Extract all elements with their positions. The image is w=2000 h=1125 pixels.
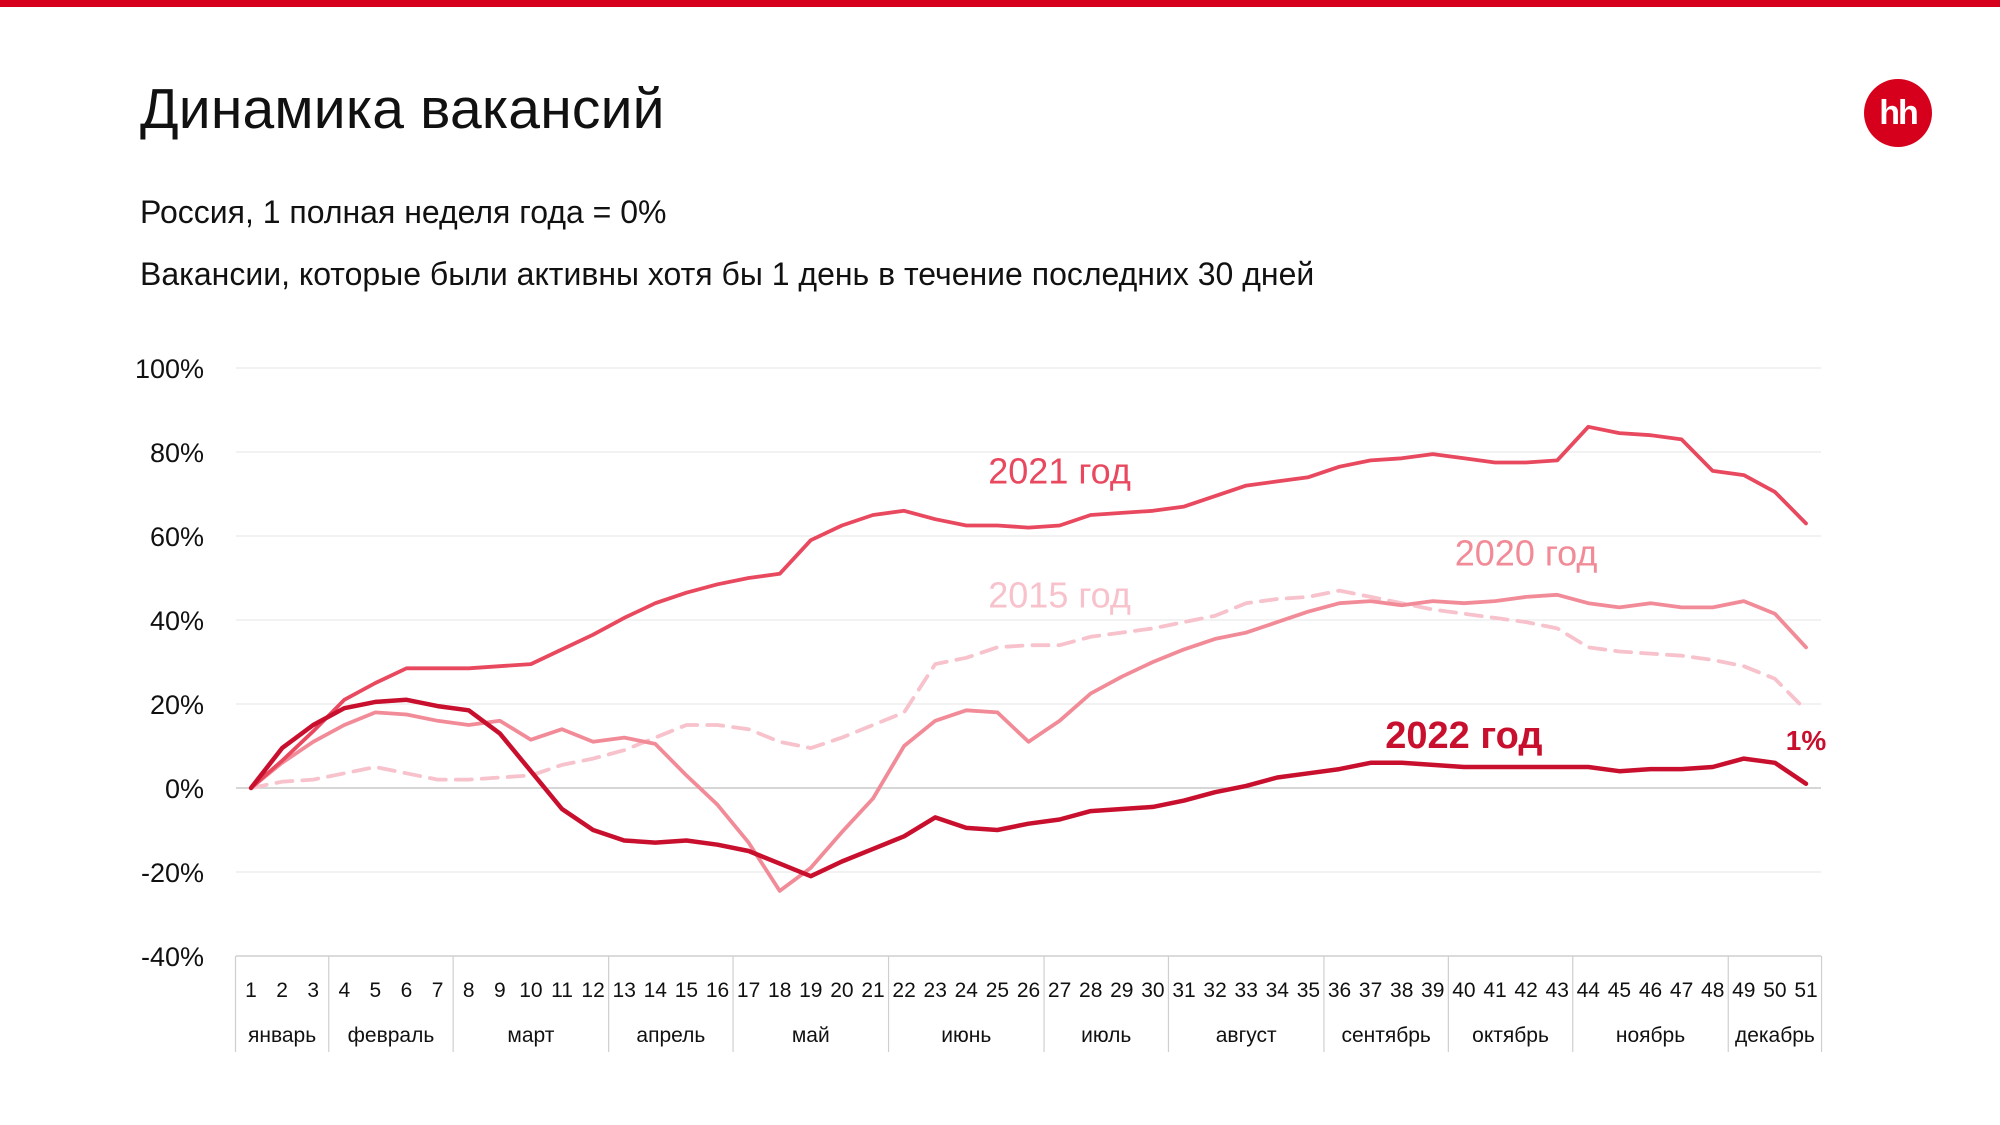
x-tick-label: 20 — [830, 979, 853, 1002]
x-tick-label: 12 — [581, 979, 604, 1002]
month-label: сентябрь — [1341, 1024, 1430, 1047]
month-label: август — [1216, 1024, 1277, 1047]
month-label: ноябрь — [1616, 1024, 1685, 1047]
hh-logo-text: hh — [1879, 93, 1919, 132]
x-tick-label: 30 — [1141, 979, 1164, 1002]
y-tick-label: 0% — [165, 774, 204, 804]
x-tick-label: 10 — [519, 979, 542, 1002]
hh-logo: hh — [1864, 79, 1932, 147]
month-label: апрель — [636, 1024, 705, 1047]
month-label: февраль — [348, 1024, 435, 1047]
x-tick-label: 51 — [1794, 979, 1817, 1002]
x-tick-label: 35 — [1297, 979, 1320, 1002]
grid-lines: 100% 80% 60% 40% 20% 0% -20% -40% — [135, 354, 1821, 972]
x-tick-label: 47 — [1670, 979, 1693, 1002]
x-tick-label: 44 — [1577, 979, 1601, 1002]
x-tick-label: 38 — [1390, 979, 1413, 1002]
x-tick-label: 46 — [1639, 979, 1662, 1002]
x-tick-label: 50 — [1763, 979, 1786, 1002]
x-tick-label: 7 — [432, 979, 444, 1002]
x-tick-label: 11 — [551, 979, 573, 1002]
x-tick-label: 22 — [892, 979, 915, 1002]
x-axis: 1 2 3 4 5 6 7 8 9 10 11 12 13 14 15 16 17 18 19 20 21 22 23 24 2… — [234, 955, 1823, 1052]
x-tick-label: 25 — [986, 979, 1009, 1002]
y-tick-label: 60% — [150, 522, 204, 552]
x-tick-label: 18 — [768, 979, 791, 1002]
x-tick-label: 14 — [644, 979, 668, 1002]
series-line-y2020 — [249, 592, 1808, 893]
y-tick-label: 20% — [150, 690, 204, 720]
page-title: Динамика вакансий — [140, 77, 665, 141]
month-label: март — [507, 1024, 554, 1047]
x-tick-label: 32 — [1203, 979, 1226, 1002]
end-value-label: 1% — [1786, 725, 1827, 756]
x-tick-label: 9 — [494, 979, 506, 1002]
x-tick-label: 29 — [1110, 979, 1133, 1002]
month-label: декабрь — [1735, 1024, 1815, 1047]
x-tick-label: 37 — [1359, 979, 1382, 1002]
y-tick-label: 40% — [150, 606, 204, 636]
x-tick-label: 17 — [737, 979, 760, 1002]
series-label-y2021: 2021 год — [988, 451, 1131, 492]
x-tick-label: 1 — [245, 979, 257, 1002]
series-line-y2021 — [249, 424, 1808, 790]
month-label: октябрь — [1472, 1024, 1549, 1047]
x-tick-label: 48 — [1701, 979, 1724, 1002]
series-lines — [248, 424, 1809, 893]
chart-subtitle-region: Россия, 1 полная неделя года = 0% — [140, 194, 667, 230]
x-tick-label: 21 — [861, 979, 884, 1002]
x-tick-label: 26 — [1017, 979, 1040, 1002]
series-label-y2020: 2020 год — [1455, 532, 1598, 573]
x-tick-label: 33 — [1235, 979, 1258, 1002]
series-label-y2015: 2015 год — [988, 574, 1131, 615]
x-tick-label: 19 — [799, 979, 822, 1002]
x-tick-label: 43 — [1546, 979, 1569, 1002]
x-tick-label: 49 — [1732, 979, 1755, 1002]
x-tick-label: 45 — [1608, 979, 1631, 1002]
y-tick-label: 80% — [150, 438, 204, 468]
x-tick-label: 4 — [338, 979, 350, 1002]
y-tick-label: 100% — [135, 354, 204, 384]
month-label: май — [792, 1024, 830, 1047]
x-tick-label: 6 — [401, 979, 413, 1002]
x-tick-label: 27 — [1048, 979, 1071, 1002]
month-label: июль — [1081, 1024, 1131, 1047]
y-tick-label: -20% — [141, 858, 204, 888]
x-tick-label: 5 — [370, 979, 382, 1002]
x-tick-label: 34 — [1266, 979, 1290, 1002]
x-tick-label: 42 — [1514, 979, 1537, 1002]
x-tick-label: 24 — [955, 979, 979, 1002]
month-label: январь — [248, 1024, 316, 1047]
x-tick-label: 36 — [1328, 979, 1351, 1002]
series-label-y2022: 2022 год — [1385, 715, 1542, 757]
x-tick-label: 16 — [706, 979, 729, 1002]
month-label: июнь — [941, 1024, 991, 1047]
x-tick-label: 13 — [613, 979, 636, 1002]
series-line-y2022 — [248, 697, 1809, 879]
x-tick-label: 41 — [1483, 979, 1506, 1002]
x-tick-label: 31 — [1172, 979, 1195, 1002]
x-tick-label: 2 — [276, 979, 288, 1002]
x-tick-label: 3 — [307, 979, 319, 1002]
series-line-y2015 — [249, 588, 1808, 790]
x-tick-label: 40 — [1452, 979, 1475, 1002]
y-tick-label: -40% — [141, 942, 204, 972]
x-tick-label: 23 — [924, 979, 947, 1002]
x-tick-label: 8 — [463, 979, 475, 1002]
top-accent-bar — [0, 0, 2000, 7]
series-labels: 2015 год 2020 год 2021 год 2022 год 1% — [988, 451, 1826, 758]
chart-subtitle-definition: Вакансии, которые были активны хотя бы 1… — [140, 256, 1315, 292]
x-tick-label: 28 — [1079, 979, 1102, 1002]
x-tick-label: 15 — [675, 979, 698, 1002]
x-tick-label: 39 — [1421, 979, 1444, 1002]
